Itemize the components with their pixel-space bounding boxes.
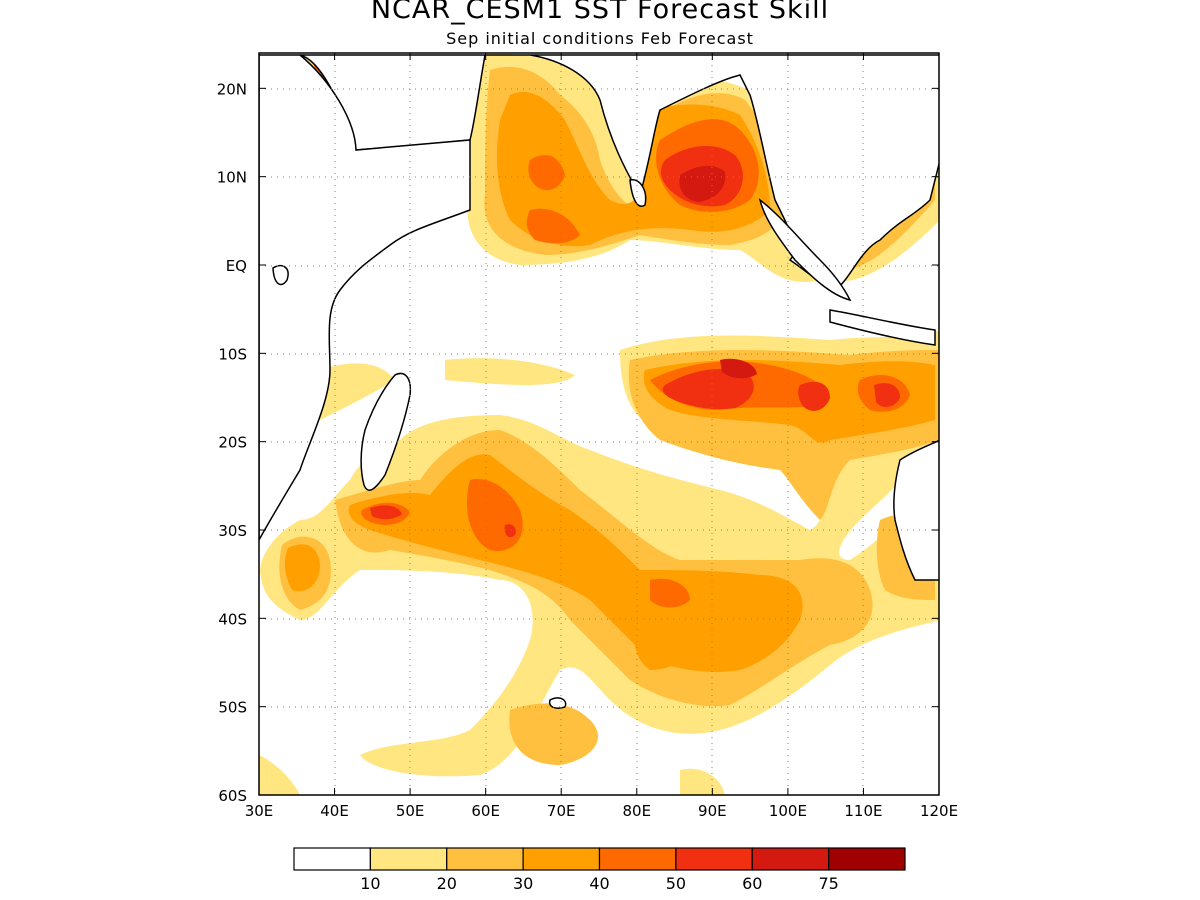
lat-tick-label: EQ [226, 257, 247, 275]
skill-level-60 [679, 165, 757, 379]
lon-tick-label: 70E [547, 802, 576, 820]
longitude-axis: 30E 40E 50E 60E 70E 80E 90E 100E 110E 120E [245, 53, 958, 820]
lon-tick-label: 30E [245, 802, 274, 820]
gridlines [259, 53, 939, 795]
lon-tick-label: 100E [769, 802, 807, 820]
lon-tick-label: 120E [920, 802, 958, 820]
colorbar-swatch [598, 847, 677, 871]
lat-tick-label: 10S [218, 345, 247, 363]
lat-tick-label: 50S [218, 699, 247, 717]
skill-field [259, 53, 939, 795]
lon-tick-label: 90E [698, 802, 727, 820]
colorbar: 10 20 30 40 50 60 75 [293, 847, 906, 893]
lon-tick-label: 110E [844, 802, 882, 820]
colorbar-label: 30 [513, 874, 533, 893]
colorbar-label: 60 [742, 874, 762, 893]
lat-tick-label: 10N [217, 169, 247, 187]
colorbar-label: 20 [437, 874, 457, 893]
latitude-axis: 20N 10N EQ 10S 20S 30S 40S 50S 60S [217, 80, 939, 805]
colorbar-swatch [369, 847, 448, 871]
map-title: NCAR_CESM1 SST Forecast Skill [370, 0, 830, 25]
colorbar-swatch [675, 847, 753, 871]
lat-tick-label: 60S [218, 787, 247, 805]
colorbar-swatch [446, 847, 524, 871]
lon-tick-label: 60E [471, 802, 500, 820]
colorbar-label: 75 [818, 874, 838, 893]
colorbar-swatch [828, 847, 906, 871]
lat-tick-label: 20N [217, 80, 247, 98]
lat-tick-label: 20S [218, 434, 247, 452]
colorbar-label: 50 [666, 874, 686, 893]
coastlines [259, 54, 939, 709]
colorbar-label: 40 [589, 874, 609, 893]
colorbar-swatch [751, 847, 830, 871]
lat-tick-label: 40S [218, 610, 247, 628]
map-frame [258, 52, 940, 796]
colorbar-label: 10 [360, 874, 380, 893]
lon-tick-label: 50E [396, 802, 425, 820]
map-subtitle: Sep initial conditions Feb Forecast [446, 29, 754, 48]
colorbar-swatch [522, 847, 601, 871]
lat-tick-label: 30S [218, 522, 247, 540]
colorbar-swatch [293, 847, 371, 871]
lon-tick-label: 40E [320, 802, 349, 820]
lon-tick-label: 80E [622, 802, 651, 820]
